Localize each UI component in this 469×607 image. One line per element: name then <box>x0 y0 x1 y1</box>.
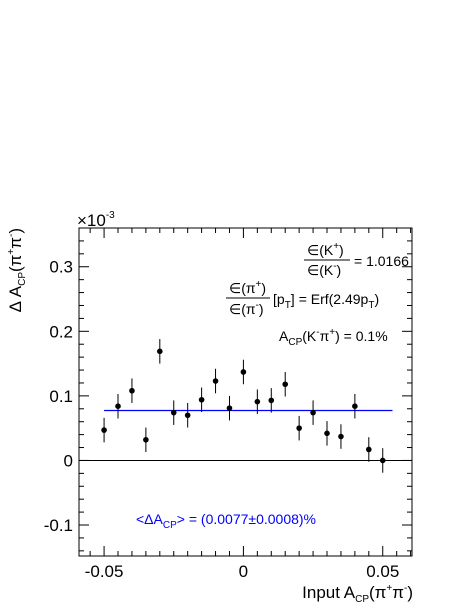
x-tick-label: 0 <box>239 562 248 581</box>
data-point <box>129 387 135 394</box>
data-point <box>157 348 163 355</box>
annotation-kaon-efficiency-ratio: ∈(K+) ∈(K-) = 1.0166 <box>304 241 409 278</box>
data-point <box>143 436 149 443</box>
data-point <box>184 412 191 419</box>
data-points-group <box>101 339 386 473</box>
data-point <box>268 397 275 404</box>
y-tick-label: 0.2 <box>49 322 73 341</box>
data-point <box>240 369 247 375</box>
data-point <box>324 430 330 437</box>
annotation-pion-efficiency: ∈(π+) ∈(π-) [pT] = Erf(2.49pT) <box>226 279 379 317</box>
data-point <box>338 433 344 440</box>
data-point <box>101 427 107 433</box>
data-point <box>352 403 358 410</box>
svg-text:∈(K+): ∈(K+) <box>307 241 344 258</box>
data-point <box>212 378 219 384</box>
svg-text:∈(π+): ∈(π+) <box>229 279 266 296</box>
svg-text:[pT]= Erf(2.49pT): [pT] = Erf(2.49pT) <box>273 291 379 311</box>
plot-frame-group <box>78 227 413 557</box>
svg-text:∈(π-): ∈(π-) <box>229 300 264 317</box>
y-tick-label: 0.1 <box>49 387 73 406</box>
svg-text:∈(K-): ∈(K-) <box>307 261 341 278</box>
annotation-acp-kpi: ACP(K-π+) = 0.1% <box>279 327 388 348</box>
y-tick-label: 0 <box>64 451 73 470</box>
svg-text:= 1.0166: = 1.0166 <box>354 253 409 269</box>
ticks-group <box>79 227 412 556</box>
y-tick-label: -0.1 <box>44 516 73 535</box>
data-point <box>282 381 289 388</box>
y-axis-multiplier: ×10-3 <box>77 210 115 230</box>
annotation-mean-delta-acp: <ΔACP> = (0.0077±0.0008)% <box>136 511 316 531</box>
data-point <box>198 396 205 403</box>
data-point <box>226 405 233 411</box>
plot-frame <box>78 227 413 557</box>
x-tick-label: 0.05 <box>366 562 399 581</box>
y-tick-label: 0.3 <box>49 258 73 277</box>
data-point <box>379 457 386 464</box>
data-point <box>310 409 316 416</box>
data-point <box>366 446 372 453</box>
x-tick-label: -0.05 <box>85 562 124 581</box>
data-point <box>170 409 177 416</box>
data-point <box>296 425 302 431</box>
x-axis-title: Input ACP(π+π-) <box>302 583 413 605</box>
y-axis-title: Δ ACP(π+π-) <box>6 228 28 312</box>
data-point <box>115 403 121 410</box>
data-point <box>254 398 261 405</box>
